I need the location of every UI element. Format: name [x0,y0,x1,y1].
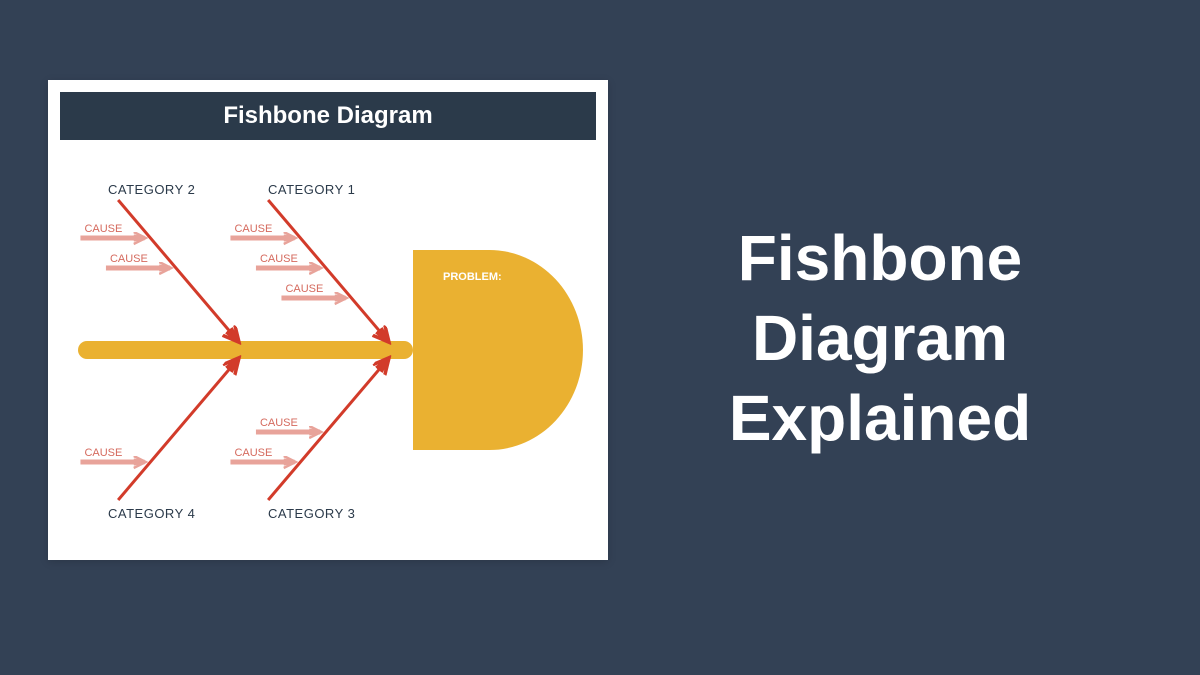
heading-line: Diagram [650,298,1110,378]
svg-text:CAUSE: CAUSE [260,417,298,429]
svg-text:CAUSE: CAUSE [260,253,298,265]
slide-heading: Fishbone Diagram Explained [650,218,1110,458]
svg-text:CATEGORY 2: CATEGORY 2 [108,182,195,197]
heading-line: Fishbone [650,218,1110,298]
svg-text:CAUSE: CAUSE [234,223,272,235]
slide: Fishbone Diagram PROBLEM: CATEGORY 2 CAUSE… [0,0,1200,675]
diagram-card: Fishbone Diagram PROBLEM: CATEGORY 2 CAUSE… [48,80,608,560]
heading-line: Explained [650,378,1110,458]
fishbone-diagram: PROBLEM: CATEGORY 2 CAUSE CAUSE CATEGORY 1 CA… [48,140,608,560]
svg-text:PROBLEM:: PROBLEM: [443,271,502,283]
svg-text:CAUSE: CAUSE [84,447,122,459]
svg-text:CAUSE: CAUSE [285,283,323,295]
diagram-title: Fishbone Diagram [60,92,596,140]
svg-text:CAUSE: CAUSE [84,223,122,235]
svg-text:CAUSE: CAUSE [110,253,148,265]
svg-text:CATEGORY 3: CATEGORY 3 [268,506,355,521]
svg-text:CATEGORY 1: CATEGORY 1 [268,182,355,197]
svg-text:CAUSE: CAUSE [234,447,272,459]
svg-text:CATEGORY 4: CATEGORY 4 [108,506,195,521]
diagram-body: PROBLEM: CATEGORY 2 CAUSE CAUSE CATEGORY 1 CA… [48,140,608,560]
